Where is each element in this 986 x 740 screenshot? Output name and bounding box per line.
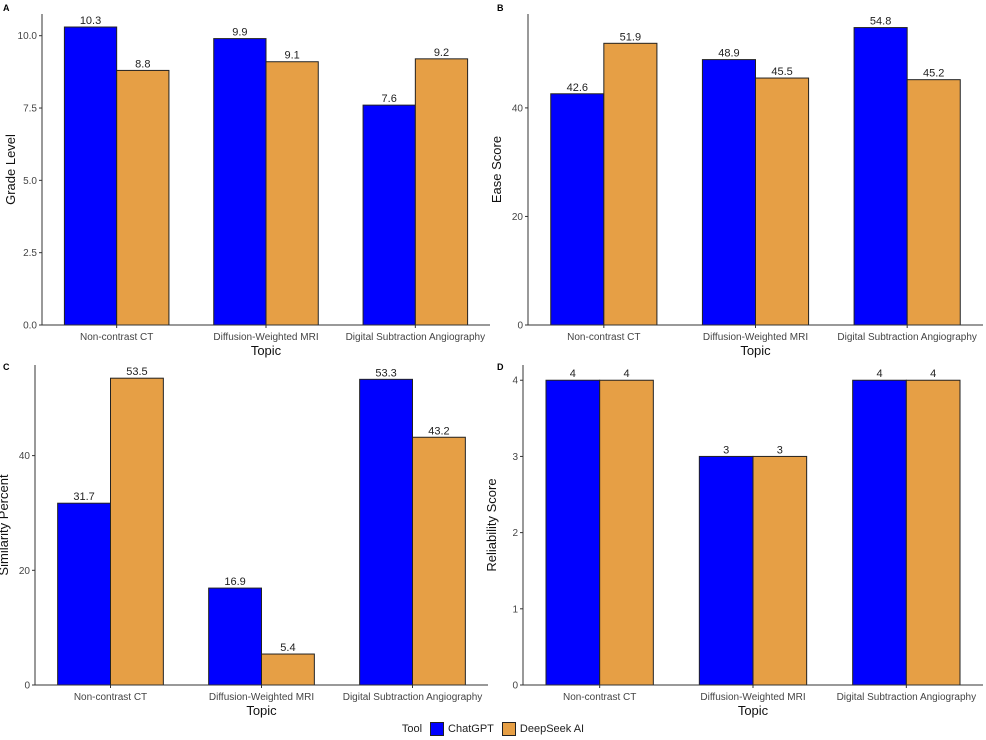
x-tick-label-a-0: Non-contrast CT [80, 332, 153, 343]
legend-swatch-chatgpt [430, 722, 445, 736]
y-axis-title-a: Grade Level [3, 134, 18, 205]
bar-c-deepseek-1 [261, 653, 315, 686]
bar-b-deepseek-2 [906, 79, 961, 326]
bar-a-deepseek-2 [414, 58, 469, 326]
x-tick-label-c-1: Diffusion-Weighted MRI [209, 692, 314, 703]
data-label-b-0-1: 48.9 [718, 48, 739, 60]
x-tick-label-d-1: Diffusion-Weighted MRI [700, 692, 805, 703]
data-label-d-0-1: 3 [723, 444, 729, 456]
y-tick-label-b-1: 20 [512, 212, 524, 223]
legend-item-deepseek: DeepSeek AI [501, 722, 585, 736]
legend-title: Tool [401, 723, 423, 735]
x-tick-label-b-0: Non-contrast CT [567, 332, 640, 343]
panel-label-a: A [3, 3, 10, 13]
y-tick-label-d-0: 0 [512, 681, 518, 692]
x-axis-title-d: Topic [738, 703, 769, 718]
x-axis-title-b: Topic [740, 343, 771, 358]
bar-d-deepseek-2 [905, 379, 961, 686]
y-tick-label-a-3: 7.5 [23, 104, 37, 115]
y-tick-label-a-0: 0.0 [23, 321, 37, 332]
bar-d-deepseek-0 [599, 379, 654, 686]
y-tick-label-a-2: 5.0 [23, 176, 37, 187]
bar-d-chatgpt-0 [545, 379, 601, 686]
x-tick-label-a-2: Digital Subtraction Angiography [346, 332, 486, 343]
y-tick-label-d-2: 2 [512, 528, 518, 539]
bar-d-chatgpt-1 [698, 455, 754, 686]
data-label-c-0-0: 31.7 [73, 491, 94, 503]
y-axis-title-c: Similarity Percent [0, 474, 11, 576]
bar-d-chatgpt-2 [852, 379, 907, 686]
panel-label-d: D [497, 362, 504, 372]
x-tick-label-d-0: Non-contrast CT [563, 692, 636, 703]
bar-a-chatgpt-0 [63, 26, 118, 326]
legend-swatch-deepseek [501, 722, 516, 736]
x-tick-label-c-2: Digital Subtraction Angiography [343, 692, 483, 703]
x-tick-label-d-2: Digital Subtraction Angiography [837, 692, 977, 703]
panel-label-b: B [497, 3, 504, 13]
data-label-d-1-0: 4 [623, 368, 629, 380]
y-tick-label-a-4: 10.0 [18, 31, 38, 42]
y-axis-title-d: Reliability Score [484, 478, 499, 571]
y-tick-label-d-4: 4 [512, 376, 518, 387]
data-label-a-1-1: 9.1 [284, 50, 299, 62]
data-label-a-0-2: 7.6 [382, 93, 397, 105]
x-tick-label-a-1: Diffusion-Weighted MRI [213, 332, 318, 343]
data-label-d-0-2: 4 [876, 368, 882, 380]
data-label-b-1-0: 51.9 [620, 31, 641, 43]
bar-c-chatgpt-1 [208, 587, 262, 686]
legend-item-chatgpt: ChatGPT [430, 722, 494, 736]
data-label-a-0-0: 10.3 [80, 15, 101, 27]
x-tick-label-b-2: Digital Subtraction Angiography [837, 332, 977, 343]
data-label-d-1-1: 3 [777, 444, 783, 456]
x-tick-label-c-0: Non-contrast CT [74, 692, 147, 703]
bar-b-deepseek-0 [603, 42, 658, 326]
legend-label-deepseek: DeepSeek AI [519, 723, 585, 735]
x-axis-title-c: Topic [246, 703, 277, 718]
data-label-c-1-0: 53.5 [126, 366, 147, 378]
y-tick-label-d-1: 1 [512, 604, 518, 615]
y-tick-label-c-0: 0 [24, 681, 30, 692]
data-label-c-0-1: 16.9 [224, 576, 245, 588]
data-label-a-1-2: 9.2 [434, 47, 449, 59]
data-label-a-1-0: 8.8 [135, 58, 150, 70]
data-label-c-1-1: 5.4 [280, 642, 295, 654]
bar-d-deepseek-1 [752, 455, 808, 686]
bar-b-deepseek-1 [755, 77, 810, 326]
data-label-b-1-2: 45.2 [923, 68, 944, 80]
bar-b-chatgpt-0 [550, 93, 605, 326]
y-tick-label-a-1: 2.5 [23, 248, 37, 259]
bar-a-chatgpt-1 [213, 38, 267, 326]
data-label-d-0-0: 4 [570, 368, 576, 380]
data-label-b-0-2: 54.8 [870, 16, 891, 28]
y-tick-label-c-2: 40 [19, 451, 31, 462]
bar-b-chatgpt-1 [701, 59, 757, 326]
x-axis-title-a: Topic [251, 343, 282, 358]
data-label-c-0-2: 53.3 [375, 367, 396, 379]
bar-a-deepseek-0 [116, 69, 170, 326]
y-tick-label-b-2: 40 [512, 103, 524, 114]
bar-b-chatgpt-2 [853, 27, 908, 326]
y-axis-title-b: Ease Score [489, 136, 504, 203]
bar-a-chatgpt-2 [362, 104, 416, 326]
bar-c-chatgpt-2 [359, 378, 413, 686]
bar-c-deepseek-0 [110, 377, 164, 686]
y-tick-label-b-0: 0 [517, 321, 523, 332]
bar-c-deepseek-2 [412, 436, 466, 686]
data-label-b-1-1: 45.5 [771, 66, 792, 78]
x-tick-label-b-1: Diffusion-Weighted MRI [703, 332, 808, 343]
bar-c-chatgpt-0 [57, 502, 111, 686]
legend: Tool ChatGPT DeepSeek AI [0, 719, 986, 739]
data-label-c-1-2: 43.2 [428, 425, 449, 437]
data-label-a-0-1: 9.9 [232, 27, 247, 39]
panel-label-c: C [3, 362, 10, 372]
data-label-b-0-0: 42.6 [567, 82, 588, 94]
legend-label-chatgpt: ChatGPT [448, 723, 494, 735]
data-label-d-1-2: 4 [930, 368, 936, 380]
y-tick-label-d-3: 3 [512, 452, 518, 463]
y-tick-label-c-1: 20 [19, 566, 31, 577]
bar-a-deepseek-1 [265, 61, 319, 326]
